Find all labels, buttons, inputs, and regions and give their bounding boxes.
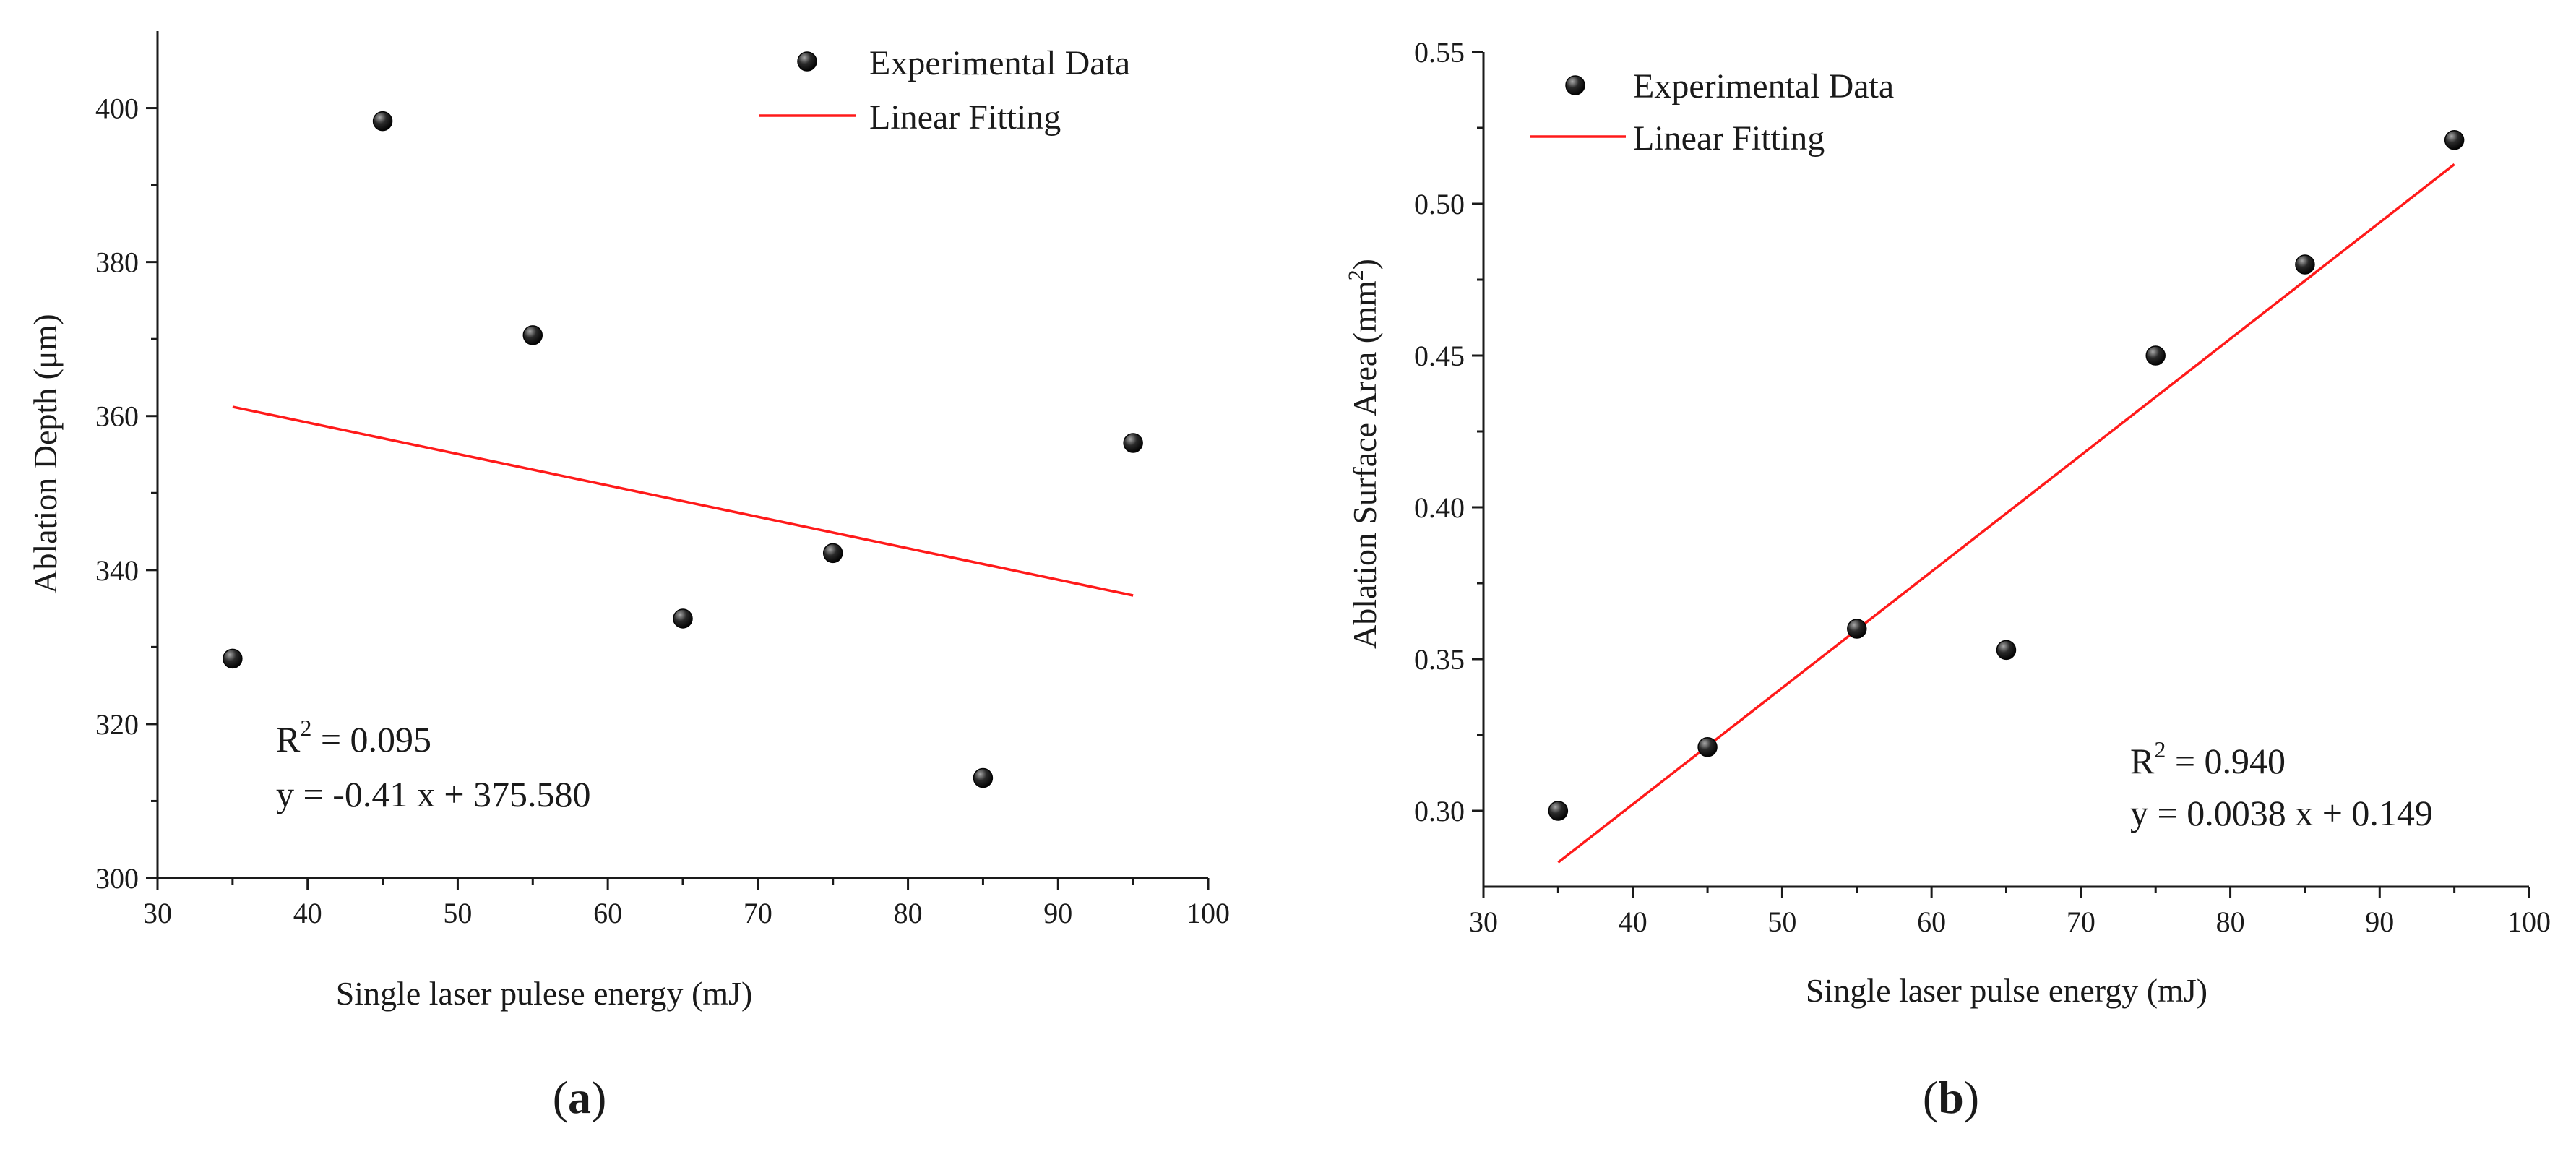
chart-b-x-axis-title: Single laser pulse energy (mJ)	[1806, 972, 2207, 1009]
chart-b-y-axis-title-close: )	[1346, 259, 1383, 270]
chart-b-y-tick-label: 0.50	[1414, 188, 1465, 220]
chart-a-data-point	[522, 325, 543, 345]
chart-panel-b: 30 40 50 60 70 80 90 100 0.30 0.35 0.40 0.45 0.50 0.5…	[1344, 36, 2551, 1123]
chart-b-data-point	[2295, 254, 2315, 275]
chart-a-y-tick-label: 400	[95, 93, 139, 125]
chart-b-r2-value: = 0.940	[2166, 741, 2286, 781]
chart-a-data-point	[1123, 433, 1143, 453]
chart-a-marks	[223, 111, 1143, 788]
chart-a-y-axis-title: Ablation Depth (μm)	[27, 314, 64, 593]
chart-a-fit-line	[232, 405, 1134, 597]
chart-b-fit-line	[1557, 163, 2455, 864]
chart-b-marks	[1548, 130, 2465, 864]
chart-b-axes: 30 40 50 60 70 80 90 100 0.30 0.35 0.40 0.45 0.50 0.5…	[1414, 36, 2551, 938]
legend-marker-experimental-data	[797, 51, 817, 72]
panel-label-b-letter: b	[1938, 1072, 1964, 1123]
chart-b-y-axis-title-exponent: 2	[1344, 270, 1368, 280]
chart-b-x-tick-label: 60	[1917, 906, 1946, 938]
chart-b-y-tick-label: 0.40	[1414, 491, 1465, 524]
legend-label-linear-fitting: Linear Fitting	[869, 98, 1061, 137]
chart-a-x-tick-label: 90	[1043, 897, 1072, 929]
chart-b-data-point	[1697, 737, 1718, 757]
chart-b-x-tick-label: 70	[2067, 906, 2095, 938]
chart-b-r2-exponent: 2	[2154, 736, 2166, 762]
chart-a-x-tick-label: 60	[593, 897, 622, 929]
legend-label-experimental-data: Experimental Data	[1633, 67, 1894, 106]
chart-a-legend: Experimental Data Linear Fitting	[759, 44, 1130, 137]
chart-b-y-tick-label: 0.45	[1414, 340, 1465, 372]
chart-b-y-tick-label: 0.30	[1414, 795, 1465, 827]
chart-a-equation: y = -0.41 x + 375.580	[276, 774, 591, 814]
chart-b-x-tick-label: 80	[2216, 906, 2245, 938]
chart-a-r2-label: R	[276, 719, 301, 760]
chart-a-y-tick-label: 300	[95, 862, 139, 895]
chart-b-data-point	[2145, 345, 2166, 366]
chart-b-legend: Experimental Data Linear Fitting	[1530, 67, 1894, 158]
chart-b-r2-label: R	[2130, 741, 2155, 781]
chart-a-r2-value: = 0.095	[311, 719, 431, 760]
chart-a-x-tick-label: 40	[293, 897, 322, 929]
chart-a-r2-exponent: 2	[300, 715, 311, 741]
chart-a-r2: R2 = 0.095	[276, 715, 431, 760]
chart-b-y-axis-title: Ablation Surface Area (mm2)	[1344, 259, 1383, 649]
chart-b-y-axis-title-main: Ablation Surface Area (mm	[1346, 280, 1383, 649]
chart-a-axes: 30 40 50 60 70 80 90 100 300 320 340 360 380 400	[95, 31, 1230, 929]
chart-b-data-point	[1996, 640, 2017, 661]
chart-b-x-tick-label: 40	[1619, 906, 1647, 938]
chart-a-x-tick-label: 80	[894, 897, 923, 929]
legend-marker-experimental-data	[1565, 75, 1585, 95]
chart-b-y-tick-label: 0.55	[1414, 36, 1465, 69]
chart-panel-a: 30 40 50 60 70 80 90 100 300 320 340 360 380 400 Expe…	[27, 31, 1230, 1123]
legend-label-experimental-data: Experimental Data	[869, 44, 1130, 82]
chart-a-x-axis-title: Single laser pulese energy (mJ)	[336, 975, 753, 1012]
chart-a-x-tick-label: 30	[143, 897, 172, 929]
panel-label-a-letter: a	[568, 1072, 591, 1123]
chart-b-x-tick-label: 50	[1767, 906, 1796, 938]
chart-b-x-tick-label: 30	[1469, 906, 1498, 938]
chart-b-y-tick-label: 0.35	[1414, 643, 1465, 676]
chart-a-data-point	[973, 767, 994, 788]
chart-b-x-tick-label: 90	[2365, 906, 2394, 938]
panel-label-b-close: )	[1964, 1072, 1979, 1123]
legend-label-linear-fitting: Linear Fitting	[1633, 119, 1825, 158]
chart-b-data-point	[1548, 801, 1569, 821]
chart-b-r2: R2 = 0.940	[2130, 736, 2286, 781]
chart-b-data-point	[2444, 130, 2465, 150]
panel-label-a-open: (	[553, 1072, 568, 1123]
chart-a-data-point	[822, 543, 843, 564]
chart-b-x-tick-label: 100	[2507, 906, 2551, 938]
chart-a-y-tick-label: 340	[95, 554, 139, 587]
chart-b-equation: y = 0.0038 x + 0.149	[2130, 793, 2433, 833]
chart-a-data-point	[223, 648, 243, 669]
chart-a-y-tick-label: 380	[95, 246, 139, 279]
panel-label-b-open: (	[1923, 1072, 1938, 1123]
chart-a-x-tick-label: 100	[1186, 897, 1230, 929]
chart-a-data-point	[673, 608, 693, 629]
chart-a-y-tick-label: 320	[95, 708, 139, 741]
panel-label-b: (b)	[1923, 1072, 1979, 1123]
chart-a-y-tick-label: 360	[95, 400, 139, 433]
chart-a-x-tick-label: 70	[744, 897, 772, 929]
chart-b-data-point	[1847, 619, 1867, 639]
chart-a-x-tick-label: 50	[443, 897, 472, 929]
chart-a-data-point	[372, 111, 393, 132]
panel-label-a: (a)	[553, 1072, 607, 1123]
panel-label-a-close: )	[591, 1072, 606, 1123]
